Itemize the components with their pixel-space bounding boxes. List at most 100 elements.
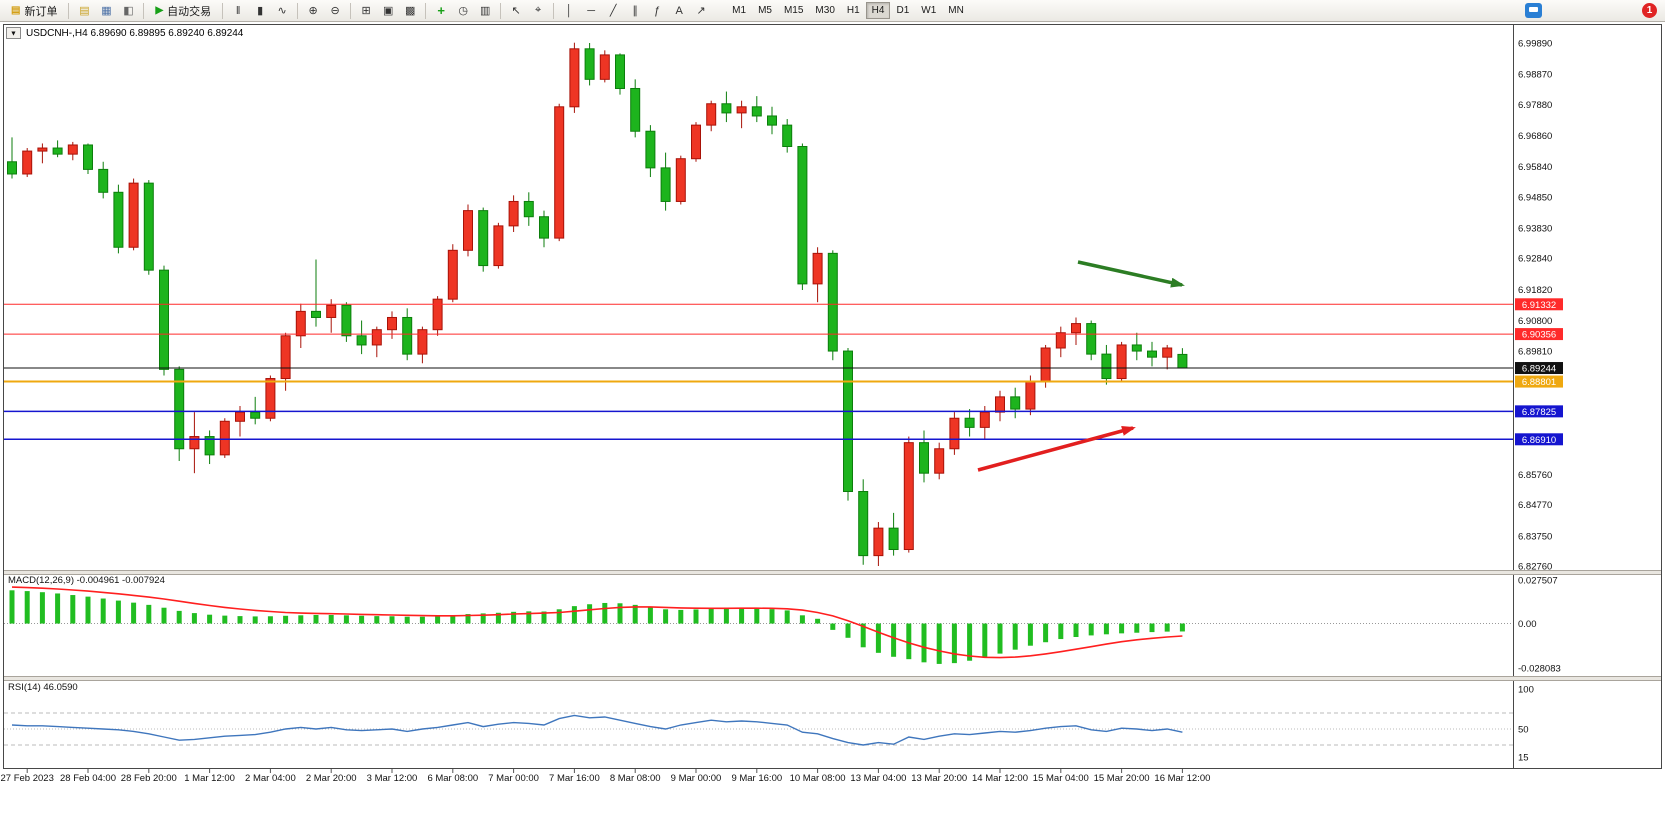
candle-body <box>1025 381 1036 410</box>
macd-bar <box>495 612 501 624</box>
new-order-button[interactable]: ▤ 新订单 <box>4 2 64 20</box>
candle <box>858 479 869 565</box>
macd-bar <box>252 616 258 624</box>
macd-bar <box>100 598 106 624</box>
notification-badge[interactable]: 1 <box>1642 3 1657 18</box>
pane-splitter-macd[interactable] <box>4 570 1661 575</box>
timeframe-d1-button[interactable]: D1 <box>896 5 910 16</box>
candle-body <box>128 182 139 248</box>
candle-body <box>295 310 306 337</box>
timeframe-m1-button[interactable]: M1 <box>732 5 747 16</box>
candle <box>934 442 945 480</box>
equidistant-channel-icon[interactable]: ∥ <box>632 5 638 17</box>
price-axis-label: 6.89810 <box>1518 346 1552 357</box>
tile-windows-icon[interactable]: ⊞ <box>361 5 371 17</box>
zoom-in-icon[interactable]: ⊕ <box>308 5 318 17</box>
candle-body <box>812 252 823 285</box>
macd-bar <box>663 609 669 624</box>
horizontal-line-icon[interactable]: ─ <box>587 4 596 17</box>
timeframe-h4-button[interactable]: H4 <box>865 2 891 19</box>
time-axis-label: 28 Feb 20:00 <box>121 773 177 784</box>
candle-body <box>1177 353 1188 369</box>
candle <box>888 512 899 556</box>
symbol-menu-button[interactable] <box>6 27 21 39</box>
rsi-axis-label: 50 <box>1518 725 1529 736</box>
indicators-icon[interactable]: + <box>437 3 445 18</box>
green-arrow[interactable] <box>1077 260 1185 288</box>
macd-bar <box>647 607 653 624</box>
candle <box>356 320 367 355</box>
candle-body <box>159 269 169 370</box>
candle-body <box>341 304 352 337</box>
timeframe-w1-button[interactable]: W1 <box>921 5 937 16</box>
chart-shift-icon[interactable]: ▩ <box>404 5 416 17</box>
text-label-icon[interactable]: A <box>675 4 683 17</box>
candle-body <box>67 144 78 155</box>
timeframe-m15-button[interactable]: M15 <box>783 5 804 16</box>
candle-body <box>751 106 762 117</box>
support-line-2-tag: 6.86910 <box>1515 433 1563 446</box>
toolbar: ▤ 新订单 ▤ ▦ ◧ ▶ 自动交易 ‖ ▮ ∿ ⊕ ⊖ ⊞ ▣ ▩ + ◷ ▥ ↖ ⌖ │ ─ ╱ ∥ ƒ A ↗ M1 M5 M15… <box>0 0 1665 22</box>
time-axis-label: 9 Mar 16:00 <box>731 773 782 784</box>
candle <box>478 207 489 272</box>
candle <box>1162 344 1173 370</box>
periods-icon[interactable]: ◷ <box>458 5 468 17</box>
red-arrow[interactable] <box>977 426 1136 472</box>
timeframe-h1-button[interactable]: H1 <box>846 5 860 16</box>
autotrading-icon: ▶ <box>155 5 164 16</box>
candle-body <box>797 146 808 285</box>
timeframe-m5-button[interactable]: M5 <box>758 5 772 16</box>
timeframe-m30-button[interactable]: M30 <box>815 5 835 16</box>
zoom-out-icon[interactable]: ⊖ <box>330 5 340 17</box>
macd-bar <box>283 615 289 624</box>
chart-area[interactable]: 6.99890 6.98870 6.97880 6.96860 6.95840 6.948… <box>0 22 1665 840</box>
candle-body <box>311 310 321 318</box>
fibonacci-icon[interactable]: ƒ <box>654 4 661 17</box>
candle <box>250 396 261 425</box>
line-chart-icon[interactable]: ∿ <box>277 5 287 17</box>
candlestick-chart-icon[interactable]: ▮ <box>257 5 264 17</box>
candle-body <box>463 210 473 251</box>
candle <box>645 125 656 178</box>
vertical-line-icon[interactable]: │ <box>565 4 573 17</box>
trendline-icon[interactable]: ╱ <box>609 5 617 17</box>
price-tag-label: 6.89244 <box>1522 364 1556 375</box>
pane-splitter-rsi[interactable] <box>4 676 1661 681</box>
timeframe-mn-button[interactable]: MN <box>948 5 964 16</box>
candle-body <box>22 150 33 175</box>
data-window-icon[interactable]: ◧ <box>123 5 134 17</box>
profiles-icon[interactable]: ▦ <box>101 5 112 17</box>
macd-bar <box>39 592 45 624</box>
time-axis-label: 7 Mar 16:00 <box>549 773 600 784</box>
macd-bar <box>267 616 273 624</box>
candle-body <box>402 316 413 355</box>
new-chart-icon[interactable]: ▤ <box>79 5 90 17</box>
macd-bar <box>1043 623 1049 643</box>
macd-bar <box>55 593 61 624</box>
candle <box>843 348 853 501</box>
time-axis-label: 10 Mar 08:00 <box>790 773 846 784</box>
chart-region: 6.99890 6.98870 6.97880 6.96860 6.95840 6.948… <box>0 22 1665 840</box>
arrows-object-icon[interactable]: ↗ <box>696 5 706 17</box>
new-order-icon: ▤ <box>11 5 21 16</box>
macd-bar <box>480 613 486 624</box>
auto-arrange-icon[interactable]: ▣ <box>382 5 394 17</box>
price-axis-label: 6.85760 <box>1518 470 1552 481</box>
toolbar-right: 1 <box>1525 3 1661 18</box>
crosshair-icon[interactable]: ⌖ <box>535 4 542 16</box>
bar-chart-icon[interactable]: ‖ <box>235 4 241 17</box>
macd-bar <box>404 616 410 624</box>
autotrading-button[interactable]: ▶ 自动交易 <box>148 2 218 20</box>
cursor-icon[interactable]: ↖ <box>511 5 521 17</box>
time-axis-label: 15 Mar 04:00 <box>1033 773 1089 784</box>
macd-bar <box>815 618 821 624</box>
candle <box>797 143 808 290</box>
templates-icon[interactable]: ▥ <box>479 5 491 17</box>
community-chat-icon[interactable] <box>1525 3 1542 18</box>
time-axis-label: 3 Mar 12:00 <box>367 773 418 784</box>
macd-bar <box>298 615 304 624</box>
candle <box>311 259 321 327</box>
macd-bar <box>936 623 942 664</box>
candle-body <box>326 304 337 318</box>
